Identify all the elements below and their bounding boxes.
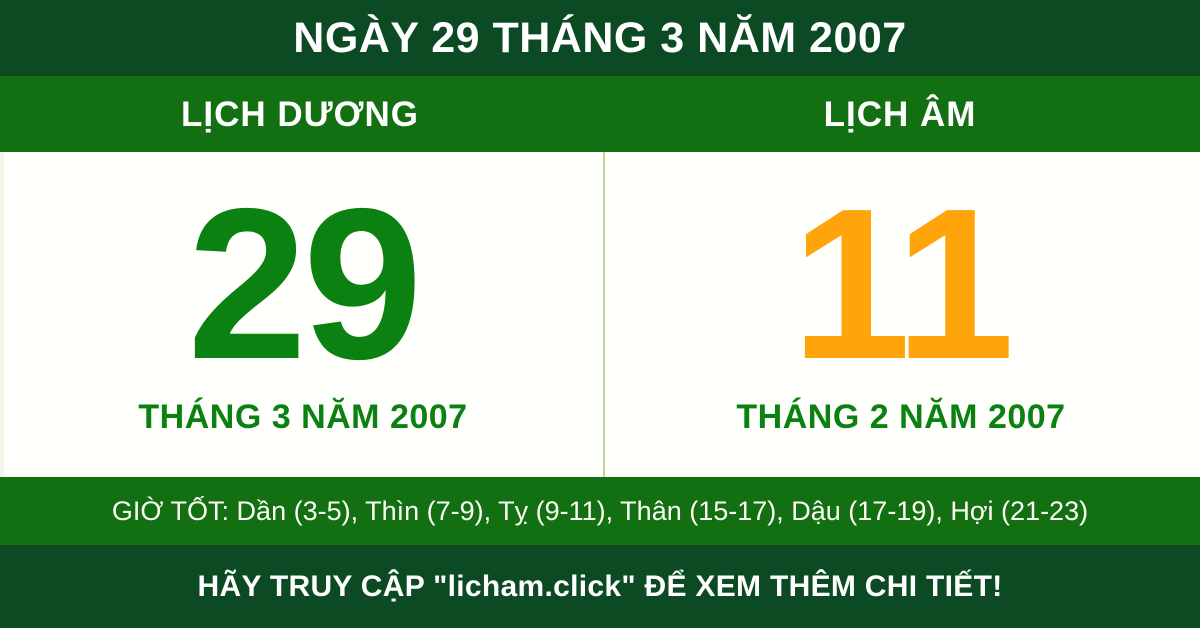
lunar-calendar-label: LỊCH ÂM [823,94,977,134]
panel-divider [603,152,605,477]
good-hours-band: GIỜ TỐT: Dần (3-5), Thìn (7-9), Tỵ (9-11… [0,477,1200,545]
solar-calendar-header: LỊCH DƯƠNG [0,76,600,152]
solar-calendar-panel: 29 THÁNG 3 NĂM 2007 [4,152,602,477]
calendar-type-band: LỊCH DƯƠNG LỊCH ÂM [0,76,1200,152]
solar-day-number: 29 [187,162,422,404]
title-bar: NGÀY 29 THÁNG 3 NĂM 2007 [0,0,1200,76]
page-title: NGÀY 29 THÁNG 3 NĂM 2007 [293,13,907,62]
lunar-day-number: 11 [791,162,1014,404]
lunar-calendar-header: LỊCH ÂM [600,76,1200,152]
lunar-month-year: THÁNG 2 NĂM 2007 [736,398,1066,437]
good-hours-text: GIỜ TỐT: Dần (3-5), Thìn (7-9), Tỵ (9-11… [111,495,1089,526]
footer-cta-bar: HÃY TRUY CẬP "licham.click" ĐỂ XEM THÊM … [0,545,1200,628]
calendar-panels: 29 THÁNG 3 NĂM 2007 11 THÁNG 2 NĂM 2007 [0,152,1200,477]
solar-calendar-label: LỊCH DƯƠNG [180,94,420,134]
footer-cta-text: HÃY TRUY CẬP "licham.click" ĐỂ XEM THÊM … [197,569,1003,603]
solar-month-year: THÁNG 3 NĂM 2007 [138,398,468,437]
lunar-calendar-panel: 11 THÁNG 2 NĂM 2007 [602,152,1200,477]
